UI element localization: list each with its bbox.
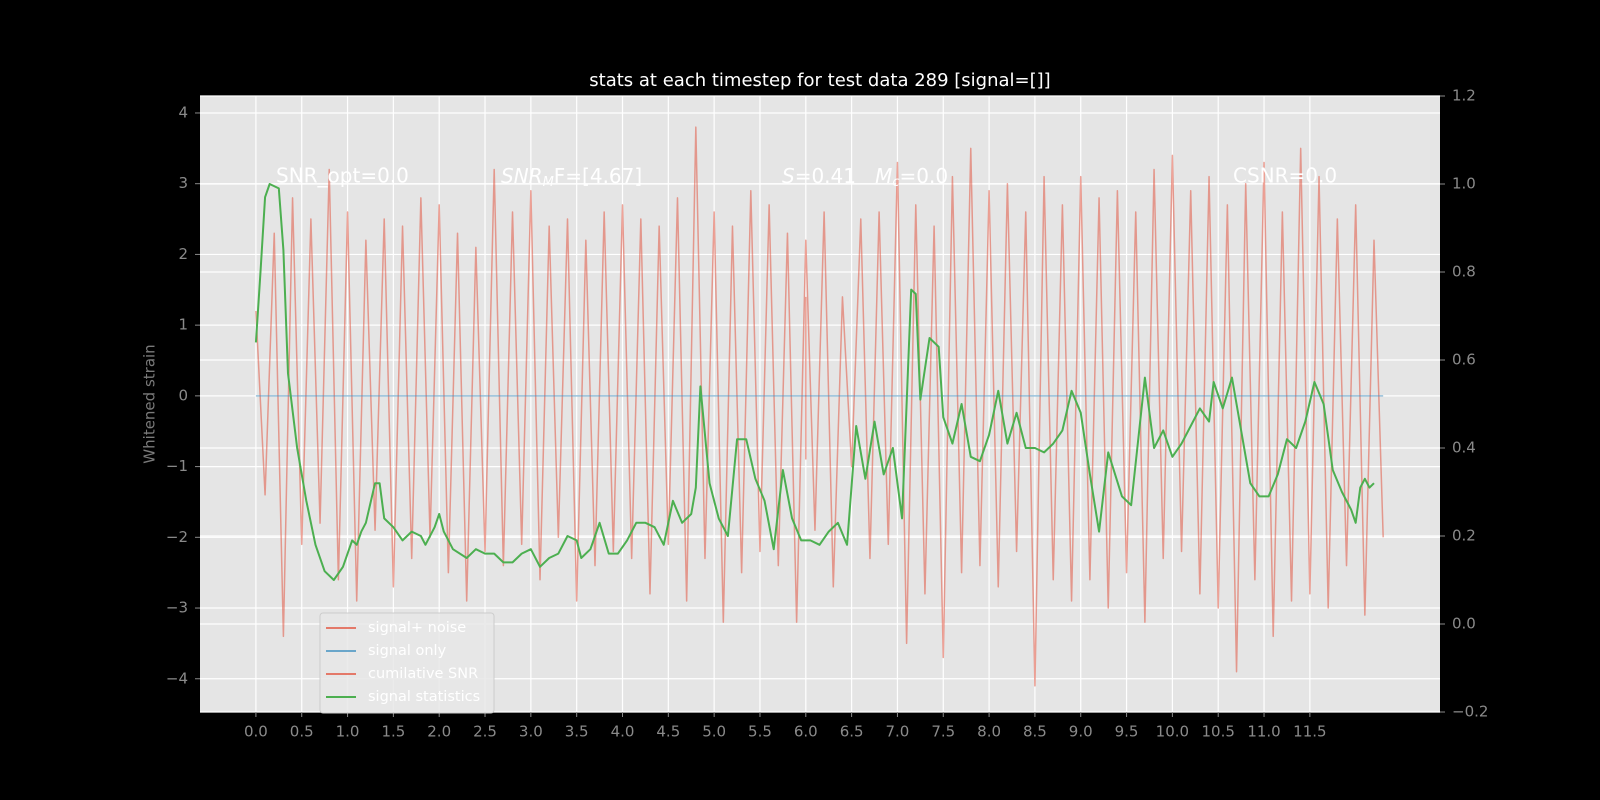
y-tick-label: 4 — [178, 103, 188, 121]
series-line — [254, 183, 1375, 581]
annotation: SNRMF=[4.67] — [501, 164, 642, 190]
chart-title: stats at each timestep for test data 289… — [589, 70, 1050, 91]
annotation-part: M — [875, 164, 892, 188]
x-tick-label: 6.0 — [794, 723, 818, 741]
legend: signal+ noise signal only cumilative SNR si… — [319, 612, 495, 714]
grid — [200, 95, 1440, 713]
x-tick-label: 4.0 — [611, 723, 635, 741]
x-tick-label: 1.5 — [381, 723, 405, 741]
legend-label: signal only — [368, 643, 447, 659]
annotation-sub: M — [543, 175, 554, 190]
annotation-part: =0.0 — [900, 164, 949, 188]
x-tick-label: 9.5 — [1115, 723, 1139, 741]
x-tick-label: 9.0 — [1069, 723, 1093, 741]
x-tick-label: 10.0 — [1156, 723, 1189, 741]
y2-tick-label: 0.8 — [1452, 263, 1476, 281]
x-tick-label: 7.0 — [886, 723, 910, 741]
x-tick-label: 3.5 — [565, 723, 589, 741]
plot-area — [200, 96, 1440, 712]
x-tick-label: 4.5 — [656, 723, 680, 741]
annotation-sub: c — [892, 175, 899, 190]
annotation-part: F=[4.67] — [554, 164, 642, 188]
x-tick-label: 5.0 — [702, 723, 726, 741]
legend-label: signal+ noise — [368, 620, 466, 636]
legend-label: cumilative SNR — [368, 666, 478, 682]
series-line — [255, 126, 1384, 687]
annotation-part: =0.41 — [795, 164, 875, 188]
x-tick-label: 2.5 — [473, 723, 497, 741]
series-layer — [254, 126, 1384, 687]
y-tick-label: −3 — [166, 599, 188, 617]
x-tick-label: 3.0 — [519, 723, 543, 741]
y2-tick-label: 0.0 — [1452, 615, 1476, 633]
annotation: S=0.41 Mc=0.0 — [782, 164, 948, 190]
x-tick-label: 11.0 — [1247, 723, 1280, 741]
y-tick-label: −2 — [166, 528, 188, 546]
y-tick-label: 0 — [178, 386, 188, 404]
x-tick-label: 6.5 — [840, 723, 864, 741]
x-tick-label: 7.5 — [931, 723, 955, 741]
y-tick-label: 2 — [178, 245, 188, 263]
x-tick-label: 0.5 — [290, 723, 314, 741]
x-tick-label: 11.5 — [1293, 723, 1326, 741]
x-tick-label: 10.5 — [1202, 723, 1235, 741]
x-tick-label: 1.0 — [336, 723, 360, 741]
y-tick-label: 3 — [178, 174, 188, 192]
x-tick-label: 0.0 — [244, 723, 268, 741]
y2-tick-label: 1.2 — [1452, 87, 1476, 105]
y2-tick-label: 0.4 — [1452, 439, 1476, 457]
y2-tick-label: 0.2 — [1452, 527, 1476, 545]
x-tick-label: 8.0 — [977, 723, 1001, 741]
annotation: CSNR=0.0 — [1233, 164, 1337, 188]
y2-tick-label: 1.0 — [1452, 175, 1476, 193]
y2-tick-label: −0.2 — [1452, 703, 1488, 721]
y2-tick-label: 0.6 — [1452, 351, 1476, 369]
axes: 0.0 0.5 1.0 1.5 2.0 2.5 3.0 3.5 4.0 4.5 5.0 5.5 6.0 6… — [166, 87, 1489, 741]
x-tick-label: 8.5 — [1023, 723, 1047, 741]
annotation-part: SNR — [501, 164, 543, 188]
y-tick-label: −1 — [166, 457, 188, 475]
legend-label: signal statistics — [368, 689, 480, 705]
y-tick-label: 1 — [178, 316, 188, 334]
x-tick-label: 2.0 — [427, 723, 451, 741]
annotation-part: S — [782, 164, 795, 188]
y-axis-label: Whitened strain — [141, 344, 159, 463]
legend-box — [319, 612, 495, 714]
annotation: SNR_opt=0.0 — [276, 164, 409, 188]
y-tick-label: −4 — [166, 669, 188, 687]
x-tick-label: 5.5 — [748, 723, 772, 741]
